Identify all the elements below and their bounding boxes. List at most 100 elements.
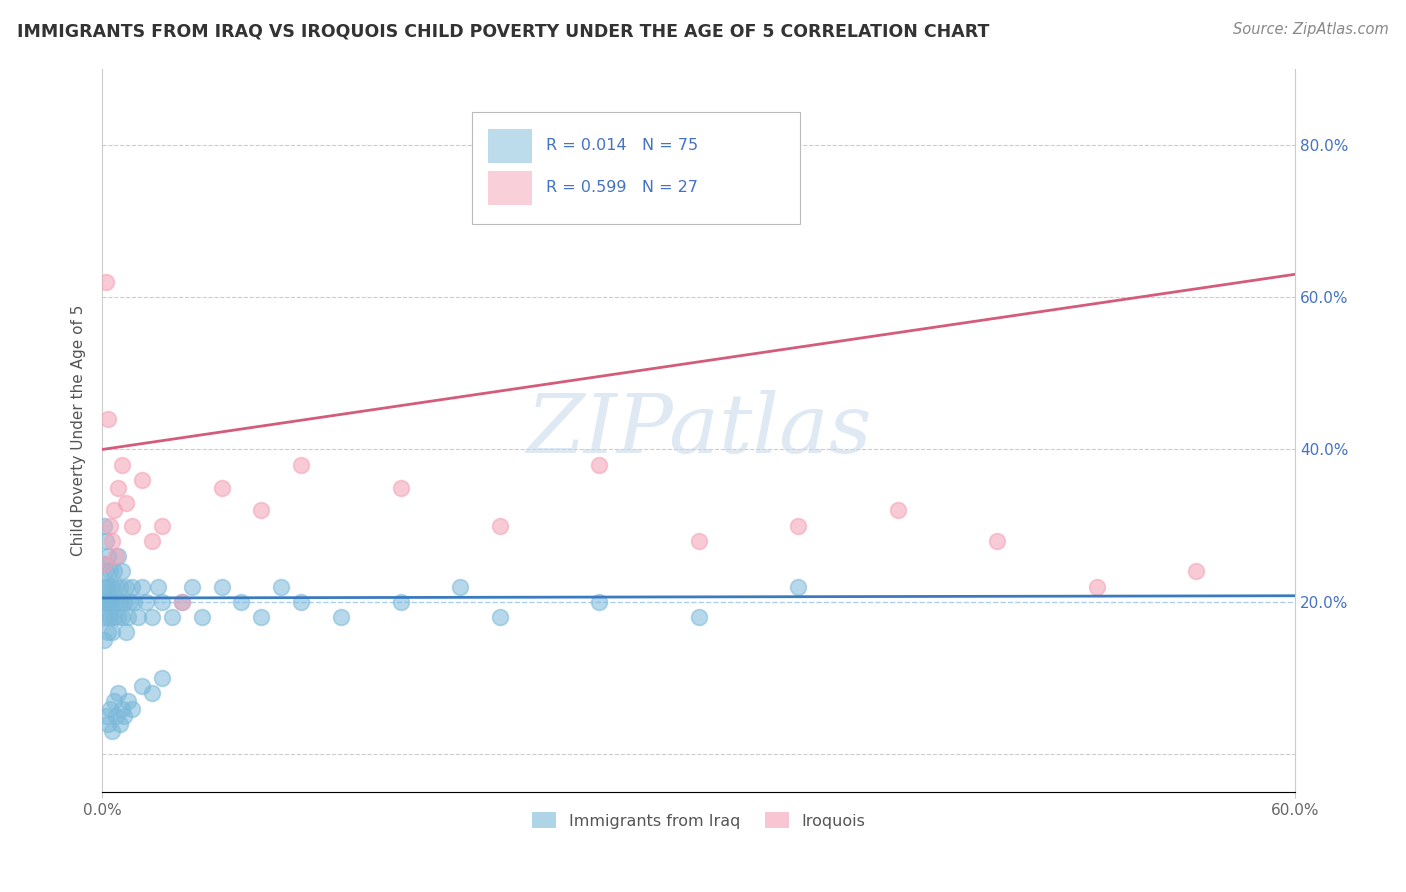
- Point: [101, 724, 124, 739]
- Point: [118, 595, 141, 609]
- Point: [115, 496, 138, 510]
- Point: [107, 549, 129, 563]
- Point: [98, 610, 121, 624]
- Point: [211, 580, 233, 594]
- Point: [96, 565, 118, 579]
- Text: R = 0.014   N = 75: R = 0.014 N = 75: [546, 137, 699, 153]
- Point: [1185, 565, 1208, 579]
- Point: [449, 580, 471, 594]
- Point: [121, 701, 143, 715]
- Y-axis label: Child Poverty Under the Age of 5: Child Poverty Under the Age of 5: [72, 305, 86, 556]
- Point: [96, 709, 118, 723]
- Point: [93, 610, 115, 624]
- Point: [135, 595, 157, 609]
- Legend: Immigrants from Iraq, Iroquois: Immigrants from Iraq, Iroquois: [526, 805, 872, 835]
- Point: [93, 557, 115, 571]
- Point: [103, 694, 125, 708]
- Point: [96, 610, 118, 624]
- Point: [588, 595, 610, 609]
- Point: [108, 716, 131, 731]
- Point: [115, 580, 138, 594]
- Point: [107, 686, 129, 700]
- Point: [389, 481, 412, 495]
- Point: [112, 709, 135, 723]
- Point: [389, 595, 412, 609]
- Point: [98, 595, 121, 609]
- Point: [688, 610, 710, 624]
- Point: [146, 580, 169, 594]
- Point: [250, 503, 273, 517]
- Point: [96, 595, 118, 609]
- Point: [97, 580, 120, 594]
- Point: [117, 610, 139, 624]
- Point: [103, 565, 125, 579]
- Point: [131, 580, 153, 594]
- Point: [105, 709, 128, 723]
- Point: [107, 610, 129, 624]
- Point: [98, 565, 121, 579]
- Point: [103, 610, 125, 624]
- Point: [96, 580, 118, 594]
- Point: [886, 503, 908, 517]
- Point: [97, 595, 120, 609]
- Point: [96, 533, 118, 548]
- Point: [97, 412, 120, 426]
- Point: [141, 686, 163, 700]
- Point: [101, 580, 124, 594]
- Point: [231, 595, 253, 609]
- Point: [96, 275, 118, 289]
- Point: [787, 518, 810, 533]
- Point: [190, 610, 212, 624]
- Point: [108, 580, 131, 594]
- FancyBboxPatch shape: [488, 170, 530, 204]
- Point: [688, 533, 710, 548]
- Point: [150, 671, 173, 685]
- Point: [108, 595, 131, 609]
- Point: [91, 595, 114, 609]
- Point: [93, 580, 115, 594]
- Point: [121, 580, 143, 594]
- Point: [97, 549, 120, 563]
- Point: [103, 503, 125, 517]
- Point: [98, 701, 121, 715]
- Point: [122, 595, 145, 609]
- Point: [115, 625, 138, 640]
- Point: [489, 610, 512, 624]
- Point: [117, 694, 139, 708]
- Point: [290, 595, 312, 609]
- Point: [111, 701, 134, 715]
- Point: [101, 595, 124, 609]
- Point: [986, 533, 1008, 548]
- FancyBboxPatch shape: [472, 112, 800, 224]
- Point: [1085, 580, 1108, 594]
- Point: [150, 595, 173, 609]
- Point: [105, 580, 128, 594]
- Point: [107, 481, 129, 495]
- Point: [98, 518, 121, 533]
- Point: [290, 458, 312, 472]
- Point: [250, 610, 273, 624]
- Point: [97, 716, 120, 731]
- Point: [211, 481, 233, 495]
- Point: [131, 473, 153, 487]
- Point: [111, 610, 134, 624]
- Point: [101, 625, 124, 640]
- Point: [101, 533, 124, 548]
- Point: [93, 632, 115, 647]
- Point: [170, 595, 193, 609]
- Point: [150, 518, 173, 533]
- Point: [105, 549, 128, 563]
- Point: [489, 518, 512, 533]
- Point: [97, 625, 120, 640]
- Point: [127, 610, 149, 624]
- Point: [93, 557, 115, 571]
- Point: [270, 580, 292, 594]
- Point: [170, 595, 193, 609]
- Point: [160, 610, 183, 624]
- Text: Source: ZipAtlas.com: Source: ZipAtlas.com: [1233, 22, 1389, 37]
- Point: [111, 458, 134, 472]
- Point: [121, 518, 143, 533]
- Point: [111, 565, 134, 579]
- Point: [141, 610, 163, 624]
- Text: R = 0.599   N = 27: R = 0.599 N = 27: [546, 179, 699, 194]
